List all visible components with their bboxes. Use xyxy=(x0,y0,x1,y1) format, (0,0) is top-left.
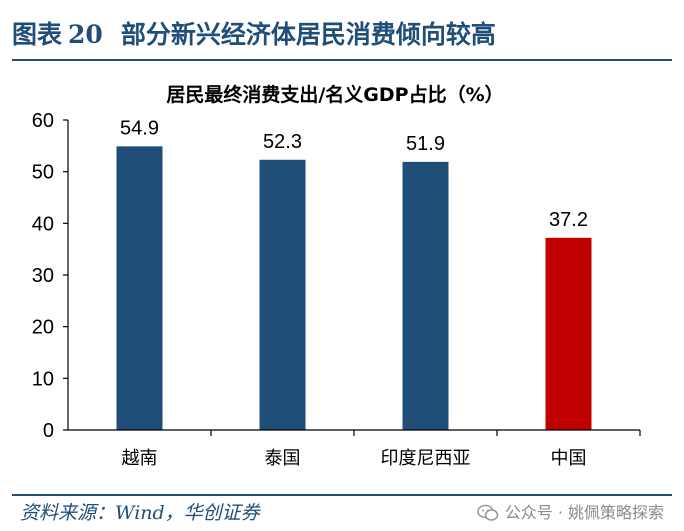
bar-value-label: 54.9 xyxy=(120,117,159,139)
bottom-rule xyxy=(12,494,672,496)
y-tick-label: 10 xyxy=(32,368,54,390)
figure-title-text: 部分新兴经济体居民消费倾向较高 xyxy=(120,20,496,49)
bar xyxy=(259,159,306,431)
bar-value-label: 52.3 xyxy=(263,131,302,153)
figure-label: 图表 xyxy=(12,20,63,49)
bar xyxy=(116,146,163,430)
x-tick-label: 泰国 xyxy=(265,448,301,469)
bar xyxy=(402,161,449,430)
bar xyxy=(545,237,592,430)
bar-value-label: 37.2 xyxy=(549,209,588,231)
y-tick-label: 40 xyxy=(32,213,54,235)
top-rule xyxy=(12,59,672,61)
watermark-text: 公众号 · 姚佩策略探索 xyxy=(504,503,664,522)
y-tick-label: 20 xyxy=(32,317,54,339)
x-axis: 越南 泰国 印度尼西亚 中国 xyxy=(68,429,641,469)
y-tick-label: 50 xyxy=(32,162,54,184)
bar-group xyxy=(116,146,592,431)
figure-number: 20 xyxy=(68,20,103,49)
y-tick-label: 60 xyxy=(32,110,54,132)
y-tick-label: 0 xyxy=(43,420,54,442)
x-tick-label: 中国 xyxy=(551,448,587,469)
y-tick-label: 30 xyxy=(32,265,54,287)
watermark: 公众号 · 姚佩策略探索 xyxy=(476,500,664,526)
figure-title: 图表 20 部分新兴经济体居民消费倾向较高 xyxy=(12,18,496,52)
bar-chart: 居民最终消费支出/名义GDP占比（%） 0 10 20 30 40 50 60 54.9 52… xyxy=(32,83,641,469)
x-tick-label: 印度尼西亚 xyxy=(381,448,471,469)
bar-value-label: 51.9 xyxy=(406,133,445,155)
x-tick-label: 越南 xyxy=(122,448,158,469)
chart-title: 居民最终消费支出/名义GDP占比（%） xyxy=(166,83,503,106)
y-axis: 0 10 20 30 40 50 60 xyxy=(32,110,69,442)
wechat-icon xyxy=(476,504,499,521)
value-label-group: 54.9 52.3 51.9 37.2 xyxy=(120,117,588,230)
source-note: 资料来源：Wind，华创证券 xyxy=(20,502,260,524)
